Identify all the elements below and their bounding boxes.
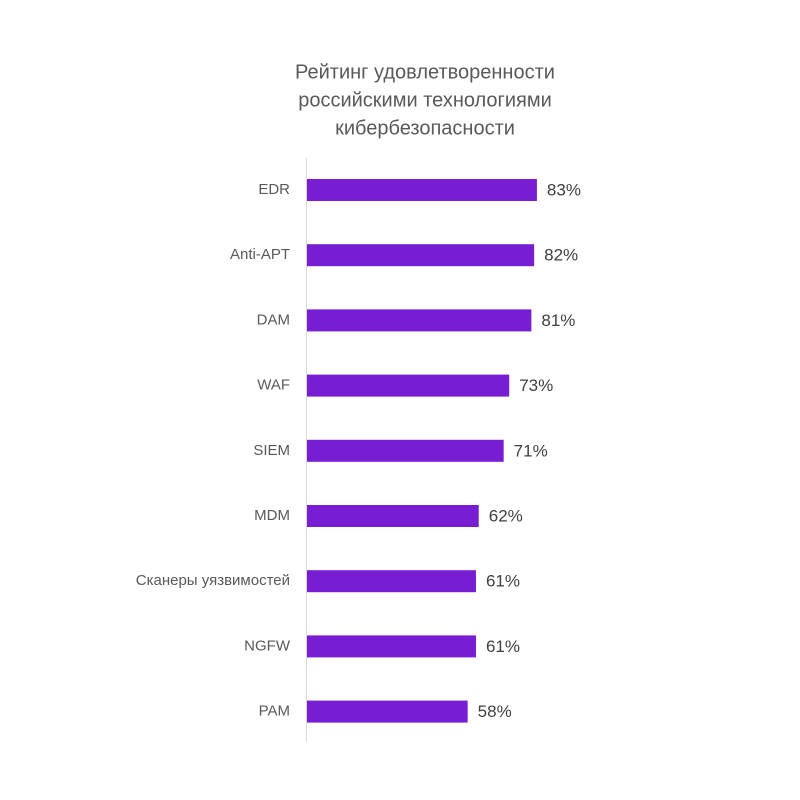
value-label: 81%: [541, 311, 575, 330]
category-label: NGFW: [244, 637, 291, 654]
chart-title: кибербезопасности: [335, 117, 515, 139]
category-label: WAF: [257, 377, 290, 394]
bar: [307, 244, 535, 267]
bar: [307, 309, 532, 332]
category-label: Сканеры уязвимостей: [136, 572, 290, 589]
chart-title: Рейтинг удовлетворенности: [295, 61, 555, 83]
value-label: 71%: [514, 441, 548, 460]
bar: [307, 635, 476, 658]
bar: [307, 179, 537, 201]
category-label: Anti-APT: [230, 246, 290, 263]
bar: [307, 505, 479, 527]
category-label: MDM: [254, 507, 290, 524]
value-label: 58%: [478, 702, 512, 721]
bar: [307, 439, 504, 462]
category-label: EDR: [258, 181, 290, 198]
category-label: DAM: [257, 311, 290, 328]
value-label: 73%: [519, 376, 553, 395]
bar: [307, 700, 468, 723]
value-label: 61%: [486, 637, 520, 656]
category-label: PAM: [259, 703, 290, 720]
value-label: 83%: [547, 180, 581, 199]
category-label: SIEM: [253, 442, 290, 459]
value-label: 61%: [486, 572, 520, 591]
bar: [307, 374, 510, 397]
value-label: 82%: [544, 246, 578, 265]
bar: [307, 570, 476, 593]
value-label: 62%: [489, 506, 523, 525]
chart-title: российскими технологиями: [298, 89, 552, 111]
